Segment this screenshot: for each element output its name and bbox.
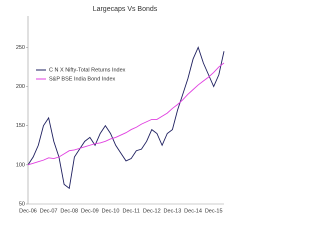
x-tick-label: Dec-12 bbox=[143, 208, 161, 214]
x-tick-label: Dec-11 bbox=[122, 208, 139, 214]
y-tick-label: 150 bbox=[16, 123, 25, 129]
x-tick-label: Dec-15 bbox=[205, 208, 223, 214]
legend-label: C N X Nifty-Total Returns Index bbox=[49, 67, 126, 73]
x-tick-label: Dec-06 bbox=[19, 208, 37, 214]
y-tick-label: 200 bbox=[16, 84, 25, 90]
legend-label: S&P BSE India Bond Index bbox=[49, 76, 115, 82]
x-tick-label: Dec-13 bbox=[164, 208, 182, 214]
x-tick-label: Dec-14 bbox=[184, 208, 202, 214]
y-tick-label: 100 bbox=[16, 162, 25, 168]
line-series bbox=[27, 46, 225, 190]
x-tick-label: Dec-09 bbox=[81, 208, 99, 214]
y-tick-label: 50 bbox=[19, 201, 25, 207]
x-tick-label: Dec-08 bbox=[60, 208, 78, 214]
x-tick-label: Dec-07 bbox=[40, 208, 58, 214]
x-tick-label: Dec-10 bbox=[102, 208, 120, 214]
chart-title: Largecaps Vs Bonds bbox=[93, 6, 158, 13]
y-tick-label: 250 bbox=[16, 45, 25, 51]
line-series bbox=[27, 62, 225, 166]
